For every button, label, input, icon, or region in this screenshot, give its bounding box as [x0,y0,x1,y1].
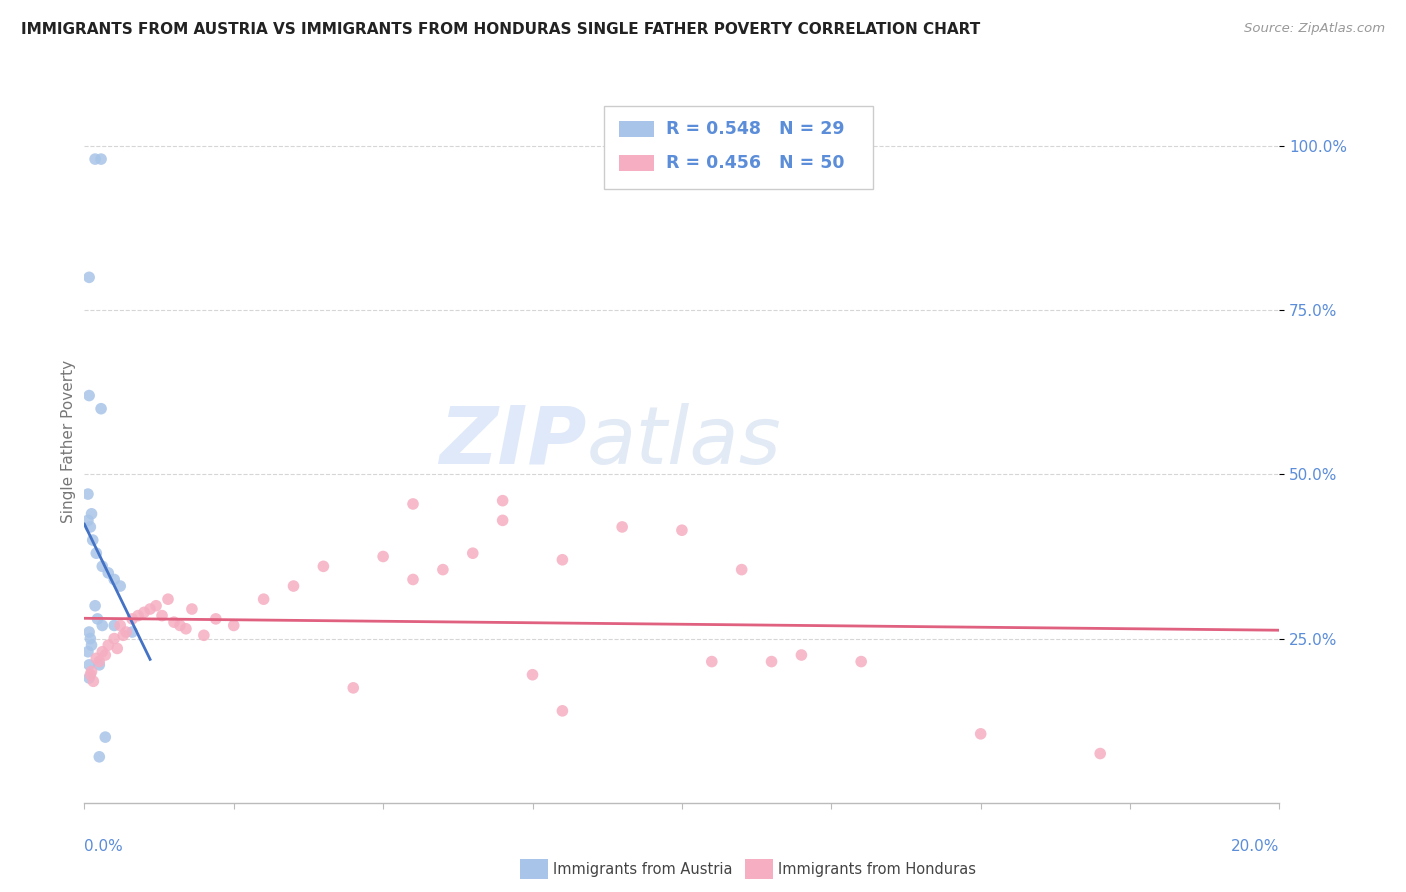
Point [402,573,425,587]
Point [402,497,425,511]
Point [97,638,120,652]
Point [77,270,100,285]
Point [373,549,395,564]
Point [342,681,364,695]
Text: Source: ZipAtlas.com: Source: ZipAtlas.com [1244,22,1385,36]
Point [110,579,132,593]
Point [77,657,100,672]
Point [145,599,167,613]
Point [90,152,112,166]
Point [91,618,114,632]
Point [89,655,111,669]
Point [77,388,100,402]
Point [551,553,574,567]
Point [193,628,215,642]
Point [174,622,197,636]
Point [551,704,574,718]
Point [77,513,100,527]
Point [80,507,103,521]
Point [97,566,120,580]
Text: Immigrants from Austria: Immigrants from Austria [553,863,733,877]
Point [492,513,515,527]
Point [612,520,634,534]
Point [82,533,104,547]
Point [132,605,156,619]
Point [94,648,117,662]
Point [89,657,111,672]
Point [181,602,204,616]
Point [89,749,111,764]
Point [94,730,117,744]
Point [700,655,723,669]
Text: atlas: atlas [586,402,782,481]
Point [103,618,125,632]
Point [1090,747,1112,761]
Text: R = 0.548   N = 29: R = 0.548 N = 29 [666,120,845,137]
Point [157,592,180,607]
Point [671,523,693,537]
Point [105,641,128,656]
Point [169,618,191,632]
Point [91,645,114,659]
Text: ZIP: ZIP [439,402,586,481]
Point [90,401,112,416]
Text: IMMIGRANTS FROM AUSTRIA VS IMMIGRANTS FROM HONDURAS SINGLE FATHER POVERTY CORREL: IMMIGRANTS FROM AUSTRIA VS IMMIGRANTS FR… [21,22,980,37]
Bar [619,155,654,171]
Point [84,599,107,613]
Point [80,665,103,679]
Text: 0.0%: 0.0% [84,838,124,854]
Point [103,632,125,646]
Point [82,674,104,689]
Point [86,612,108,626]
Point [127,608,149,623]
Point [77,645,100,659]
Point [492,493,515,508]
Point [84,152,107,166]
Point [461,546,484,560]
Point [312,559,335,574]
Point [283,579,305,593]
Text: Immigrants from Honduras: Immigrants from Honduras [778,863,976,877]
Point [139,602,162,616]
Point [77,671,100,685]
Point [115,625,138,640]
Text: R = 0.456   N = 50: R = 0.456 N = 50 [666,154,845,172]
FancyBboxPatch shape [605,105,873,189]
Point [222,618,245,632]
Point [77,487,100,501]
Point [163,615,186,630]
Point [121,625,143,640]
Point [731,563,754,577]
Point [110,618,132,632]
Point [79,520,101,534]
Point [86,546,108,560]
Point [91,559,114,574]
Point [205,612,228,626]
Point [150,608,173,623]
Y-axis label: Single Father Poverty: Single Father Poverty [60,360,76,523]
Point [253,592,276,607]
Point [103,573,125,587]
Point [970,727,993,741]
Point [112,628,135,642]
Point [121,612,143,626]
Point [80,638,103,652]
Point [761,655,783,669]
Point [86,651,108,665]
Bar [619,120,654,136]
Point [432,563,454,577]
Point [790,648,813,662]
Point [77,625,100,640]
Text: 20.0%: 20.0% [1232,838,1279,854]
Point [79,632,101,646]
Point [79,667,101,681]
Point [851,655,873,669]
Point [522,667,544,681]
